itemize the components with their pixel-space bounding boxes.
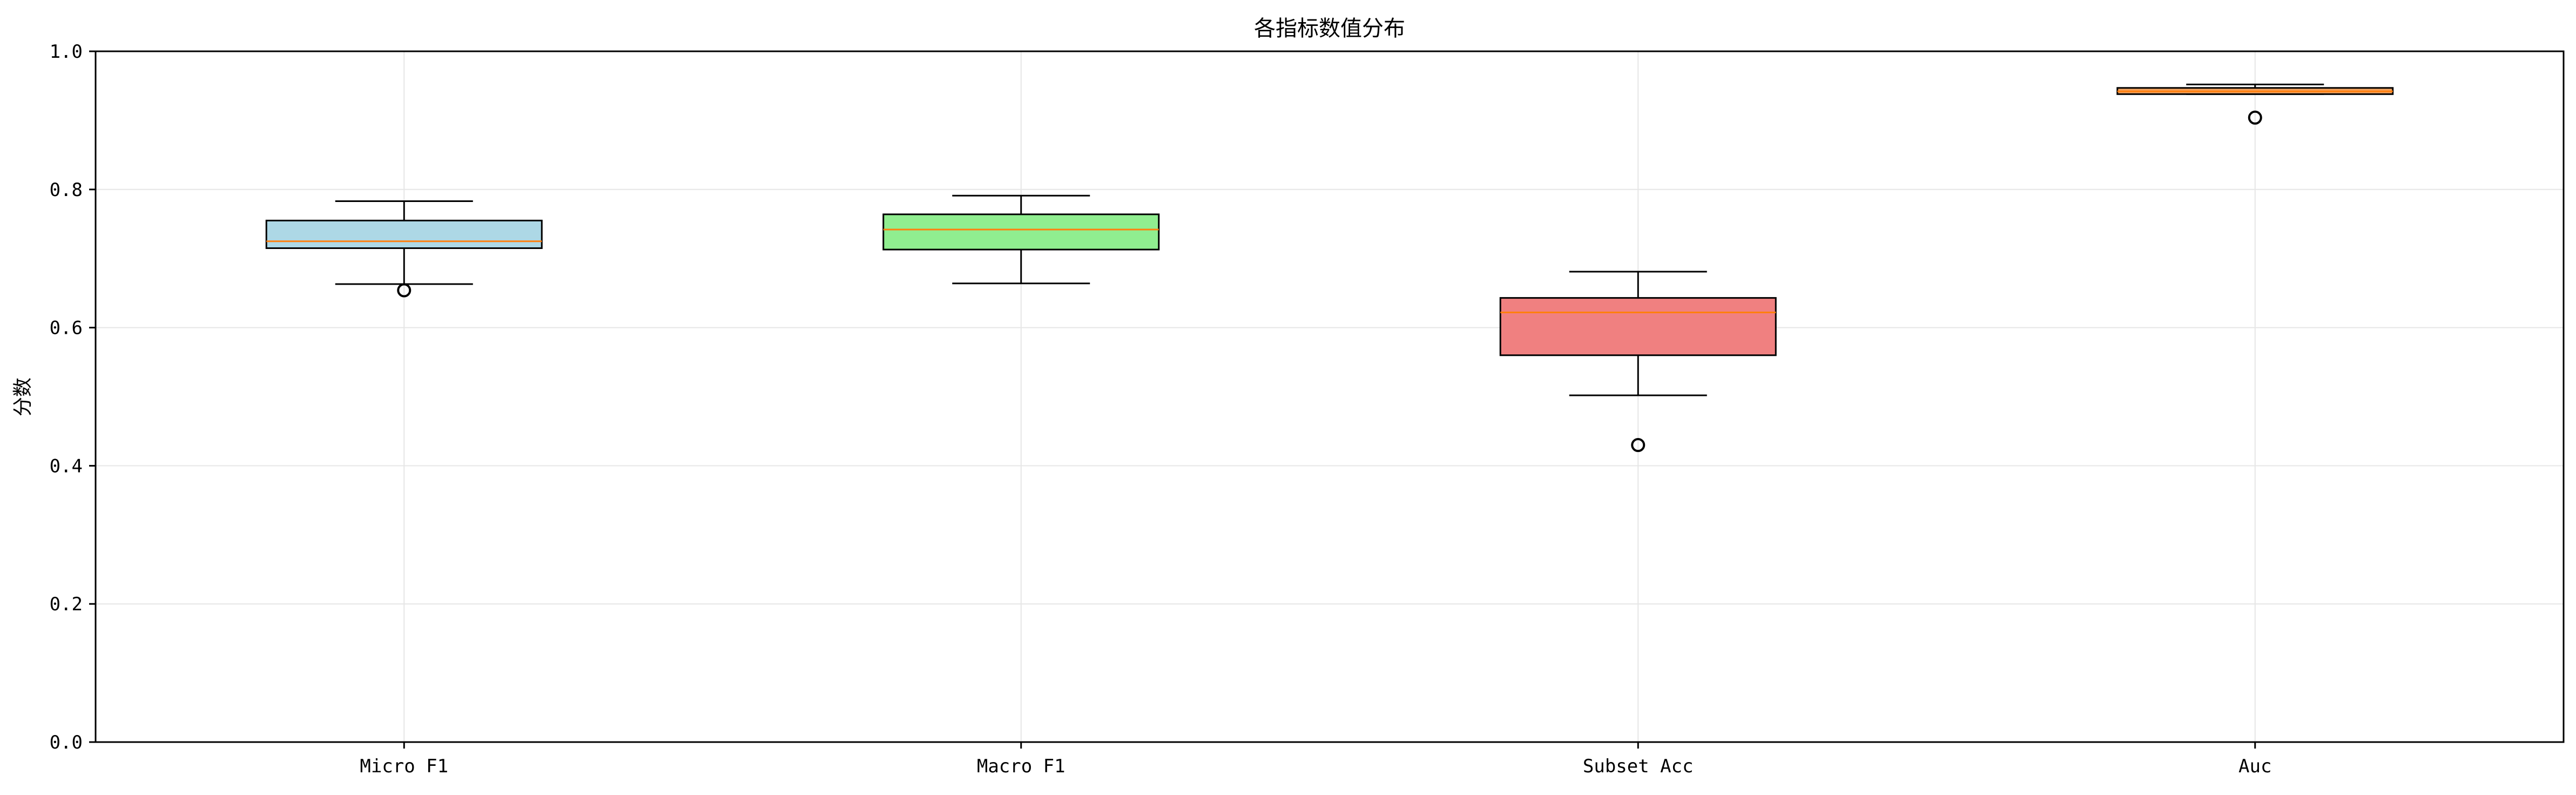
outlier-point	[2248, 110, 2262, 125]
outlier-point	[397, 283, 412, 298]
y-tick-label: 0.8	[50, 179, 83, 201]
outlier-point	[1631, 438, 1646, 453]
box	[1499, 297, 1777, 356]
box-group	[882, 194, 1160, 285]
y-axis-label: 分数	[12, 378, 34, 416]
chart-title: 各指标数值分布	[1254, 16, 1405, 41]
box	[265, 219, 543, 250]
x-tick-label: Auc	[2238, 756, 2271, 777]
y-tick-label: 0.2	[50, 594, 83, 615]
box	[882, 213, 1160, 251]
plot-frame	[95, 50, 2565, 743]
x-tick-label: Micro F1	[360, 756, 448, 777]
box-group	[2116, 83, 2394, 125]
box-group	[265, 200, 543, 298]
x-tick-label: Macro F1	[977, 756, 1066, 777]
y-tick-label: 0.6	[50, 318, 83, 339]
box-group	[1499, 271, 1777, 453]
y-tick-label: 1.0	[50, 41, 83, 63]
y-tick-label: 0.0	[50, 732, 83, 753]
x-tick-label: Subset Acc	[1583, 756, 1694, 777]
y-tick-label: 0.4	[50, 455, 83, 477]
